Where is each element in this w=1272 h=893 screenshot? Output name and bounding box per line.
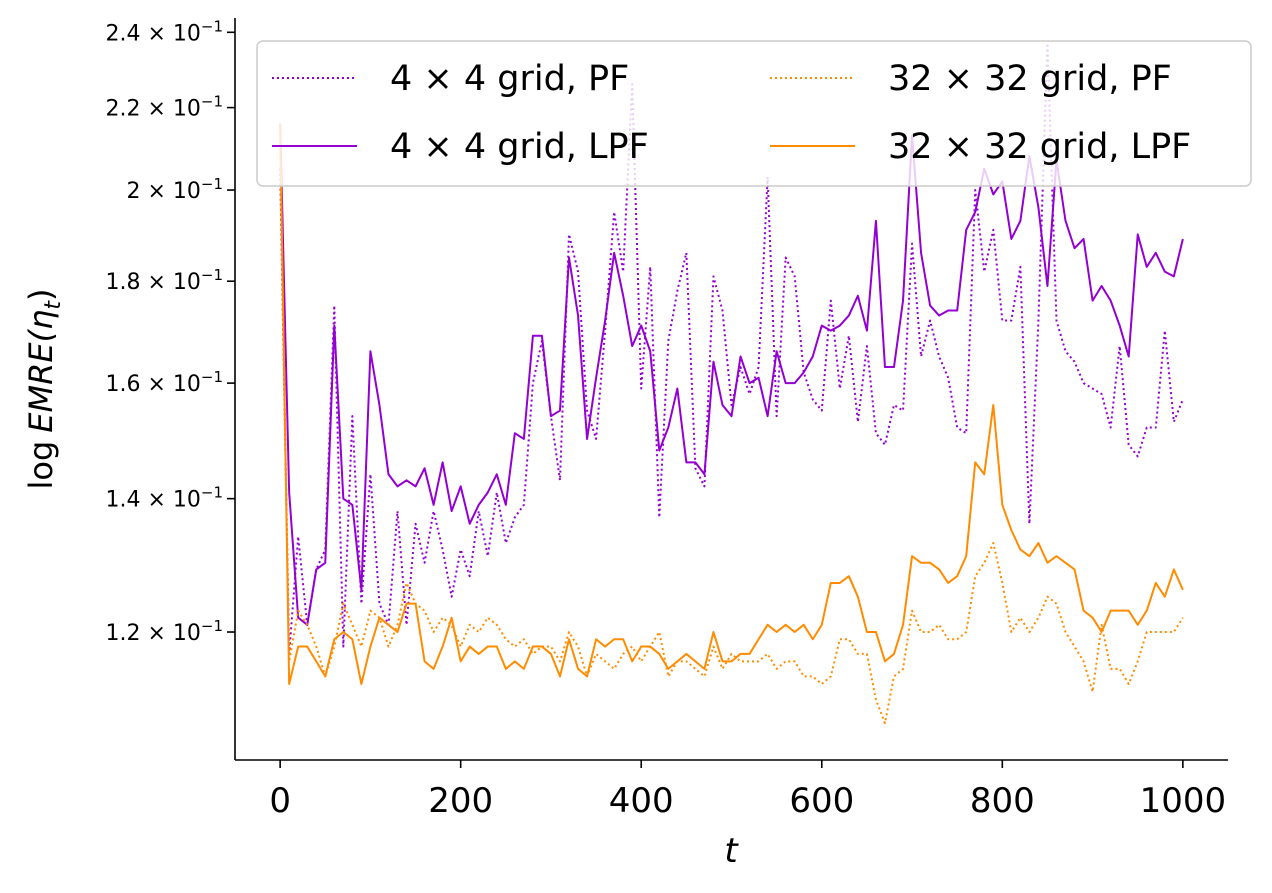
x-tick-label: 200 (428, 781, 493, 821)
legend-label: 32 × 32 grid, PF (888, 59, 1172, 99)
x-tick-label: 1000 (1140, 781, 1227, 821)
x-tick-label: 400 (609, 781, 674, 821)
series-line-2 (279, 147, 1184, 725)
x-axis-label: t (724, 831, 739, 871)
legend-label: 4 × 4 grid, LPF (390, 127, 649, 167)
legend-label: 4 × 4 grid, PF (390, 59, 629, 99)
y-tick-label: 1.4 × 10−1 (105, 484, 223, 513)
y-tick-label: 1.6 × 10−1 (105, 368, 223, 397)
y-axis-label-sub: t (41, 300, 66, 310)
x-tick-label: 600 (789, 781, 854, 821)
x-ticks: 0 200 400 600 800 1000 (269, 760, 1226, 821)
axes (234, 18, 1228, 761)
legend-box (256, 40, 1252, 187)
y-ticks: 1.2 × 10−1 1.4 × 10−1 1.6 × 10−1 1.8 × 10−1… (105, 17, 235, 646)
y-tick-label: 2.4 × 10−1 (105, 17, 223, 46)
y-tick-label: 2.2 × 10−1 (105, 93, 223, 122)
y-axis-label: log EMRE(ηt) (22, 289, 66, 490)
y-axis-label-main: EMRE(η (22, 310, 60, 433)
y-tick-label: 2 × 10−1 (126, 175, 223, 204)
y-axis-label-suffix: ) (22, 289, 60, 301)
series-line-3 (279, 123, 1184, 686)
y-tick-label: 1.2 × 10−1 (105, 617, 223, 646)
y-axis-label-prefix: log (22, 441, 60, 490)
x-tick-label: 800 (970, 781, 1035, 821)
x-tick-label: 0 (269, 781, 291, 821)
legend: 4 × 4 grid, PF 4 × 4 grid, LPF 32 × 32 gri… (256, 40, 1252, 187)
plot-lines (279, 42, 1184, 725)
series-line-0 (279, 42, 1184, 655)
legend-label: 32 × 32 grid, LPF (888, 127, 1191, 167)
y-tick-label: 1.8 × 10−1 (105, 266, 223, 295)
